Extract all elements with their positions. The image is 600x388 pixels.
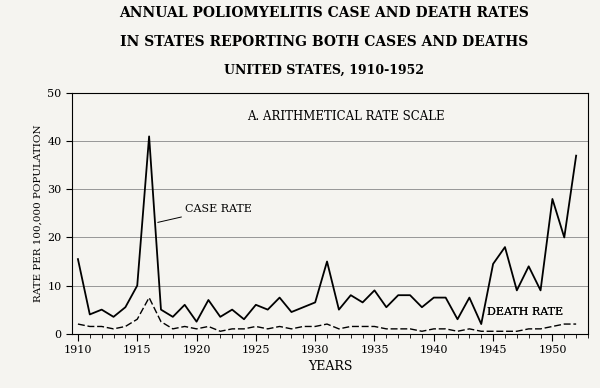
Text: CASE RATE: CASE RATE	[158, 204, 251, 222]
Text: DEATH RATE: DEATH RATE	[487, 307, 563, 317]
Text: ANNUAL POLIOMYELITIS CASE AND DEATH RATES: ANNUAL POLIOMYELITIS CASE AND DEATH RATE…	[119, 6, 529, 20]
Text: IN STATES REPORTING BOTH CASES AND DEATHS: IN STATES REPORTING BOTH CASES AND DEATH…	[120, 35, 528, 49]
Text: A. ARITHMETICAL RATE SCALE: A. ARITHMETICAL RATE SCALE	[247, 110, 444, 123]
X-axis label: YEARS: YEARS	[308, 360, 352, 372]
Text: UNITED STATES, 1910-1952: UNITED STATES, 1910-1952	[224, 64, 424, 77]
Y-axis label: RATE PER 100,000 POPULATION: RATE PER 100,000 POPULATION	[34, 125, 43, 302]
Text: DEATH RATE: DEATH RATE	[487, 307, 563, 317]
